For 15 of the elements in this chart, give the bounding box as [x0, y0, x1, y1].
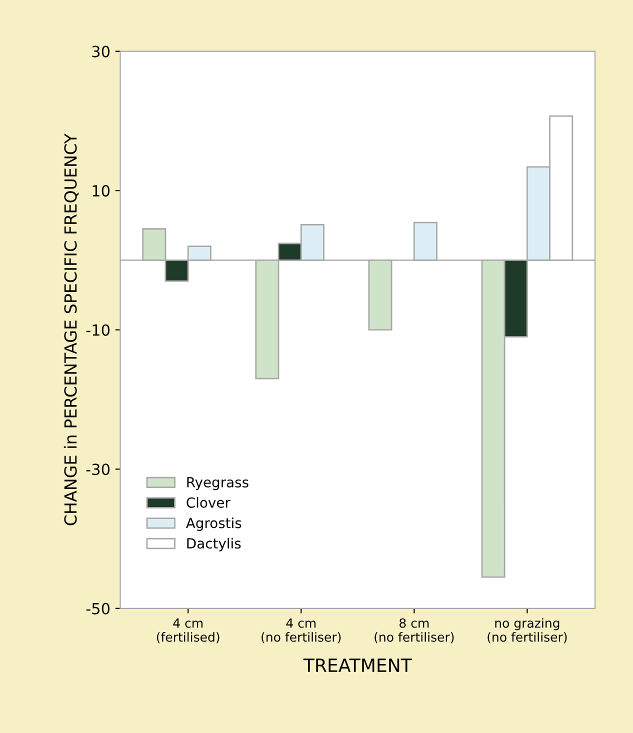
legend-label: Agrostis	[186, 517, 242, 531]
y-tick-label: -10	[86, 324, 110, 336]
y-axis-title: CHANGE in PERCENTAGE SPECIFIC FREQUENCY	[64, 133, 79, 526]
x-tick-label: no grazing (no fertiliser)	[488, 618, 567, 644]
legend-label: Ryegrass	[187, 477, 248, 490]
y-tick-label: 10	[92, 185, 110, 197]
x-axis-title: TREATMENT	[303, 658, 412, 672]
legend-label: Clover	[186, 497, 230, 508]
y-tick-label: -50	[86, 602, 110, 614]
legend-label: Dactylis	[187, 538, 241, 552]
y-tick-label: -30	[86, 464, 110, 476]
x-tick-label: 4 cm (no fertiliser)	[262, 618, 341, 644]
x-tick-label: 8 cm (no fertiliser)	[374, 618, 454, 644]
y-tick-label: 30	[92, 46, 110, 58]
x-tick-label: 4 cm (fertilised)	[156, 618, 220, 644]
